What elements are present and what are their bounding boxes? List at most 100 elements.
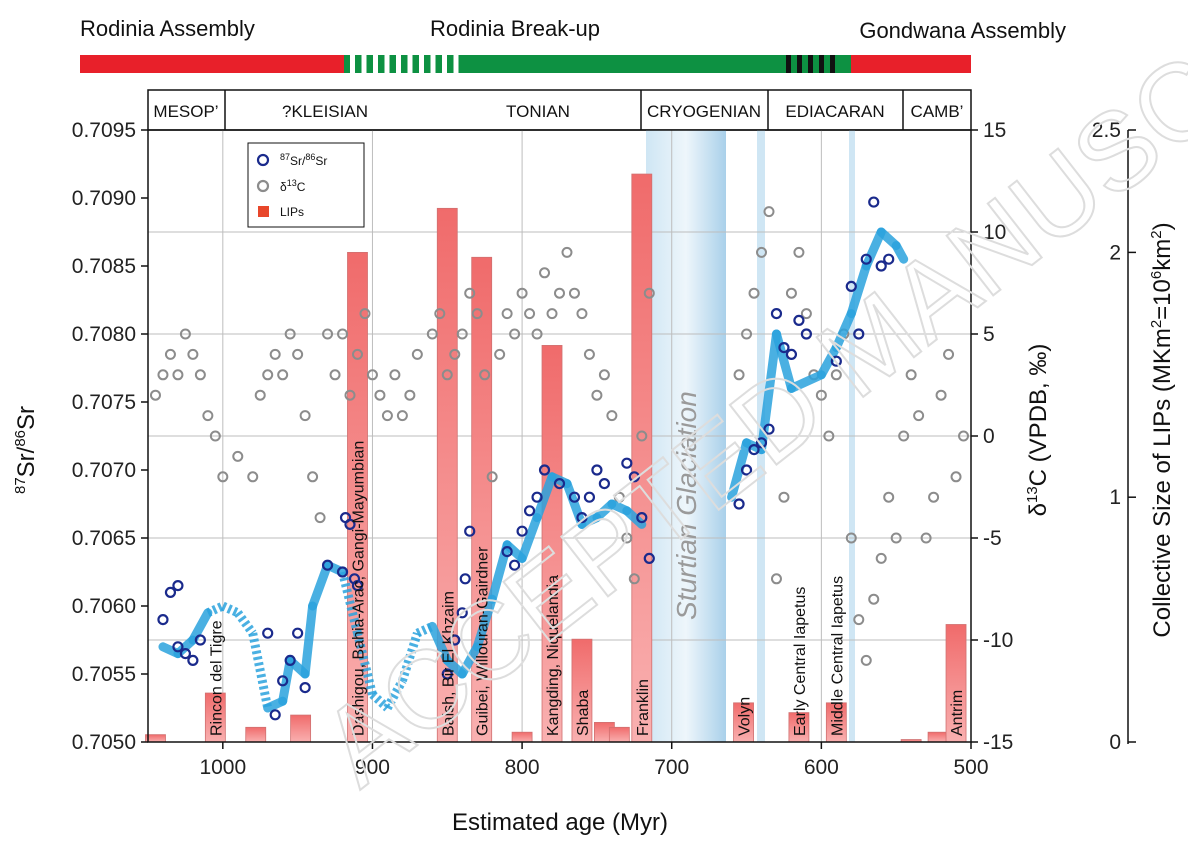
period-bar: MESOP’ ?KLEISIAN TONIAN CRYOGENIAN EDIAC… bbox=[147, 89, 972, 131]
sr-trend-segment bbox=[457, 642, 482, 679]
d13c-point bbox=[471, 308, 483, 320]
d13c-point bbox=[905, 369, 917, 381]
phase-dark-stripe bbox=[797, 55, 802, 73]
lip-label: Volyn bbox=[737, 697, 754, 736]
d13c-point bbox=[396, 410, 408, 422]
sr-tick-label: 0.7065 bbox=[72, 527, 136, 550]
lip-bar bbox=[511, 731, 533, 743]
lip-labels: Rincon del Tigre Dashigou, Bahia-Arac, Ga… bbox=[208, 441, 966, 736]
sr-point bbox=[740, 464, 753, 476]
sr-point bbox=[179, 647, 192, 660]
y-axis-label-lips: Collective Size of LIPs (MKm2=106km2) bbox=[1148, 222, 1176, 637]
sr-point bbox=[509, 559, 521, 571]
x-tick-label: 900 bbox=[355, 756, 390, 779]
d13c-point bbox=[254, 389, 266, 401]
sr-point bbox=[860, 253, 872, 265]
d13c-point bbox=[456, 328, 468, 340]
d13c-point bbox=[568, 287, 580, 299]
sr-point bbox=[621, 457, 633, 469]
lip-label: Baish, Bir El Khzaim bbox=[440, 591, 457, 736]
sr-point bbox=[269, 709, 281, 721]
sr-point bbox=[299, 681, 311, 694]
d13c-point bbox=[179, 328, 191, 340]
sr-point bbox=[284, 654, 296, 667]
sr-tick-label: 0.7085 bbox=[72, 255, 136, 278]
sr-trend-segment bbox=[383, 678, 407, 711]
sr-point bbox=[755, 437, 768, 449]
sr-point bbox=[628, 471, 640, 483]
lip-label: Franklin bbox=[635, 679, 652, 736]
sr-trend-segment bbox=[398, 631, 422, 683]
sr-point bbox=[868, 196, 880, 208]
d13c-points bbox=[149, 206, 970, 666]
sr-point bbox=[875, 260, 887, 272]
sr-point bbox=[262, 627, 274, 639]
sr-point bbox=[194, 634, 206, 646]
phase-bar: Rodinia Assembly Rodinia Break-up Gondwa… bbox=[80, 16, 1066, 73]
d13c-point bbox=[284, 328, 296, 340]
lip-bar bbox=[608, 726, 630, 743]
sr-point bbox=[459, 573, 471, 585]
lip-label: Shaba bbox=[575, 690, 592, 736]
legend: 87Sr/86Sr δ13C LIPs bbox=[247, 142, 365, 228]
sr-point bbox=[172, 641, 184, 653]
sr-point bbox=[336, 566, 349, 578]
phase-stripe bbox=[396, 55, 401, 73]
d13c-point bbox=[494, 348, 506, 360]
d13c-point bbox=[636, 430, 648, 442]
lip-label: Antrim bbox=[949, 690, 966, 736]
d13c-point bbox=[621, 532, 633, 544]
sr-trend-segment bbox=[353, 632, 377, 696]
d13c-point bbox=[426, 328, 438, 340]
d13c-point bbox=[591, 389, 603, 401]
sr-point bbox=[845, 280, 857, 292]
d13c-point bbox=[359, 308, 371, 320]
phase-stripe bbox=[442, 55, 447, 73]
d13c-point bbox=[209, 430, 221, 442]
x-tick-label: 600 bbox=[804, 756, 839, 779]
d13c-point bbox=[149, 389, 161, 401]
sr-point bbox=[464, 525, 476, 537]
d13c-point bbox=[606, 410, 618, 422]
legend-lips-label: LIPs bbox=[280, 205, 304, 219]
d13c-point bbox=[299, 410, 311, 422]
sr-point bbox=[763, 423, 775, 435]
sr-point bbox=[830, 355, 842, 367]
d13c-point bbox=[823, 430, 835, 442]
c-tick-label: -10 bbox=[983, 629, 1013, 652]
lip-label: Dashigou, Bahia-Arac, Gangi-Mayumbian bbox=[350, 441, 367, 736]
legend-lips-marker bbox=[258, 206, 269, 217]
d13c-point bbox=[928, 491, 940, 503]
sr-point bbox=[164, 586, 177, 599]
d13c-point bbox=[756, 246, 768, 258]
d13c-point bbox=[583, 348, 595, 360]
sr-trend-segment bbox=[220, 601, 240, 617]
lip-label: Middle Central Iapetus bbox=[829, 576, 846, 736]
d13c-point bbox=[157, 369, 169, 381]
d13c-point bbox=[509, 328, 521, 340]
phase-gondwana-assembly bbox=[851, 55, 971, 73]
c-tick-label: -15 bbox=[983, 731, 1013, 754]
d13c-point bbox=[770, 573, 782, 585]
d13c-point bbox=[269, 348, 281, 360]
sr-point bbox=[523, 505, 536, 517]
c-tick-label: -5 bbox=[983, 527, 1002, 550]
sr-point bbox=[553, 478, 566, 490]
sr-trend-segment bbox=[338, 570, 362, 635]
sr-trend-segment bbox=[727, 438, 752, 502]
sr-point bbox=[321, 559, 334, 571]
d13c-point bbox=[524, 308, 536, 320]
d13c-point bbox=[404, 389, 416, 401]
sr-trend-segment bbox=[846, 261, 871, 319]
x-tick-label: 700 bbox=[654, 756, 689, 779]
d13c-point bbox=[875, 552, 887, 564]
sr-tick-label: 0.7055 bbox=[72, 663, 136, 686]
sr-tick-label: 0.7075 bbox=[72, 391, 136, 414]
lip-label: Guibei, Willouran-Gairdner bbox=[475, 546, 492, 736]
lip-bar bbox=[927, 731, 949, 743]
sr-point bbox=[568, 491, 581, 503]
sturtian-glaciation-label: Sturtian Glaciation bbox=[671, 391, 702, 620]
phase-dark-stripe bbox=[808, 55, 813, 73]
sr-trend-segment bbox=[487, 540, 512, 604]
